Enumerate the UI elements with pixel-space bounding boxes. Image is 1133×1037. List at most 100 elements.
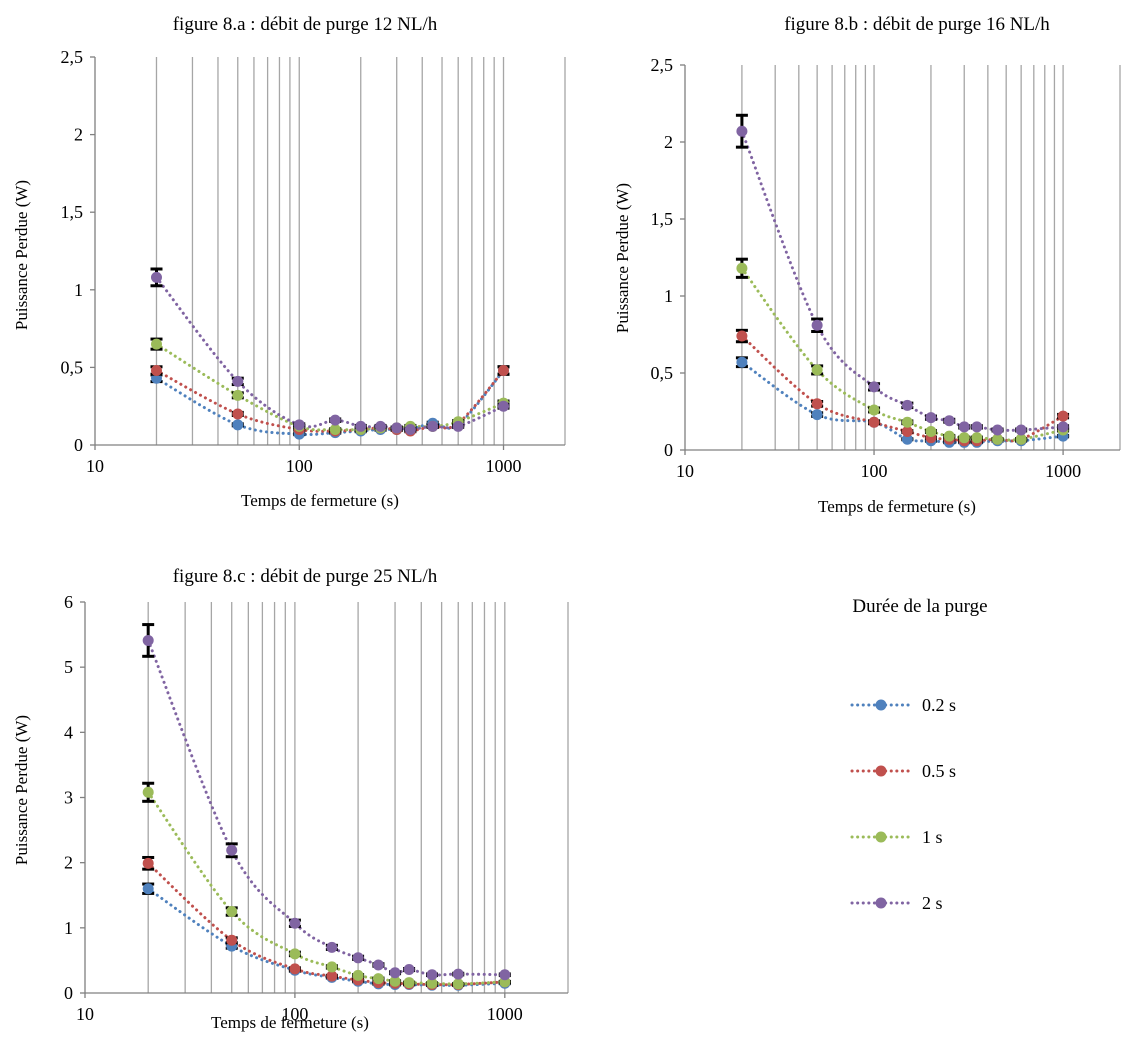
data-point xyxy=(142,883,154,895)
legend-label: 2 s xyxy=(922,893,943,913)
chart-8c-ylabel: Puissance Perdue (W) xyxy=(12,715,31,865)
data-point xyxy=(289,917,301,929)
data-point xyxy=(992,424,1004,436)
data-point xyxy=(355,420,367,432)
data-point xyxy=(901,433,913,445)
chart-8a: figure 8.a : débit de purge 12 NL/h Puis… xyxy=(12,14,566,510)
data-point xyxy=(427,420,439,432)
data-point xyxy=(499,969,511,981)
data-point xyxy=(452,978,464,990)
chart-b-x-tick-label: 10 xyxy=(676,461,694,481)
data-point xyxy=(150,338,162,350)
data-point xyxy=(736,125,748,137)
legend-label: 0.5 s xyxy=(922,761,956,781)
chart-b-y-tick-label: 1,5 xyxy=(651,209,674,229)
data-point xyxy=(868,416,880,428)
data-point xyxy=(868,381,880,393)
data-point xyxy=(971,432,983,444)
chart-a-y-tick-label: 2,5 xyxy=(61,47,84,67)
data-point xyxy=(1015,424,1027,436)
chart-a-x-tick-label: 100 xyxy=(286,456,313,476)
data-point xyxy=(868,404,880,416)
chart-a-y-tick-label: 2 xyxy=(74,125,83,145)
data-point xyxy=(992,433,1004,445)
legend-entry: 0.5 s xyxy=(850,761,956,781)
data-point xyxy=(150,271,162,283)
data-point xyxy=(811,398,823,410)
chart-b-y-tick-label: 1 xyxy=(664,286,673,306)
data-point xyxy=(925,412,937,424)
data-point xyxy=(426,977,438,989)
data-point xyxy=(142,857,154,869)
series-line-1s xyxy=(146,790,507,986)
chart-8b: figure 8.b : débit de purge 16 NL/h Puis… xyxy=(613,14,1121,516)
legend-entry: 2 s xyxy=(850,893,943,913)
data-point xyxy=(232,389,244,401)
chart-b-y-tick-label: 0,5 xyxy=(651,363,674,383)
data-point xyxy=(452,420,464,432)
data-point xyxy=(289,948,301,960)
chart-c-x-tick-label: 10 xyxy=(76,1004,94,1024)
chart-b-y-tick-label: 0 xyxy=(664,440,673,460)
data-point xyxy=(232,419,244,431)
chart-b-x-tick-label: 100 xyxy=(861,461,888,481)
data-point xyxy=(389,967,401,979)
data-point xyxy=(142,786,154,798)
data-point xyxy=(452,968,464,980)
data-point xyxy=(971,421,983,433)
data-point xyxy=(232,375,244,387)
chart-c-y-tick-label: 5 xyxy=(64,657,73,677)
chart-8b-title: figure 8.b : débit de purge 16 NL/h xyxy=(784,14,1050,35)
legend-title: Durée de la purge xyxy=(852,596,987,617)
data-point xyxy=(403,977,415,989)
chart-8c-title: figure 8.c : débit de purge 25 NL/h xyxy=(173,566,438,587)
legend-swatch-marker xyxy=(875,897,887,909)
chart-c-y-tick-label: 1 xyxy=(64,918,73,938)
chart-c-y-tick-label: 3 xyxy=(64,788,73,808)
chart-8c-xlabel: Temps de fermeture (s) xyxy=(211,1013,369,1032)
legend-entry: 0.2 s xyxy=(850,695,956,715)
series-line-1s xyxy=(155,342,505,432)
chart-b-x-tick-label: 1000 xyxy=(1045,461,1081,481)
data-point xyxy=(150,365,162,377)
series-line-05s xyxy=(740,334,1065,443)
data-point xyxy=(811,319,823,331)
data-point xyxy=(404,423,416,435)
data-point xyxy=(958,421,970,433)
series-line-1s xyxy=(740,266,1065,442)
data-point xyxy=(226,844,238,856)
chart-8a-ylabel: Puissance Perdue (W) xyxy=(12,180,31,330)
data-point xyxy=(391,422,403,434)
data-point xyxy=(289,963,301,975)
data-point xyxy=(811,364,823,376)
data-point xyxy=(142,634,154,646)
chart-a-x-tick-label: 1000 xyxy=(486,456,522,476)
chart-a-y-tick-label: 1,5 xyxy=(61,202,84,222)
legend-label: 1 s xyxy=(922,827,943,847)
data-point xyxy=(901,416,913,428)
data-point xyxy=(329,423,341,435)
data-point xyxy=(1057,421,1069,433)
data-point xyxy=(372,959,384,971)
series-line-2s xyxy=(146,638,507,977)
legend-swatch-marker xyxy=(875,765,887,777)
legend-swatch-marker xyxy=(875,699,887,711)
series-line-02s xyxy=(146,887,507,987)
data-point xyxy=(352,969,364,981)
data-point xyxy=(326,941,338,953)
data-point xyxy=(1015,433,1027,445)
data-point xyxy=(326,961,338,973)
legend-entry: 1 s xyxy=(850,827,943,847)
chart-8a-xlabel: Temps de fermeture (s) xyxy=(241,491,399,510)
chart-b-y-tick-label: 2,5 xyxy=(651,55,674,75)
chart-c-x-tick-label: 1000 xyxy=(487,1004,523,1024)
data-point xyxy=(375,420,387,432)
chart-c-y-tick-label: 4 xyxy=(64,722,73,742)
data-point xyxy=(326,970,338,982)
legend-swatch-marker xyxy=(875,831,887,843)
chart-a-y-tick-label: 0 xyxy=(74,435,83,455)
data-point xyxy=(958,432,970,444)
series-line-2s xyxy=(155,275,505,432)
data-point xyxy=(403,964,415,976)
data-point xyxy=(389,975,401,987)
